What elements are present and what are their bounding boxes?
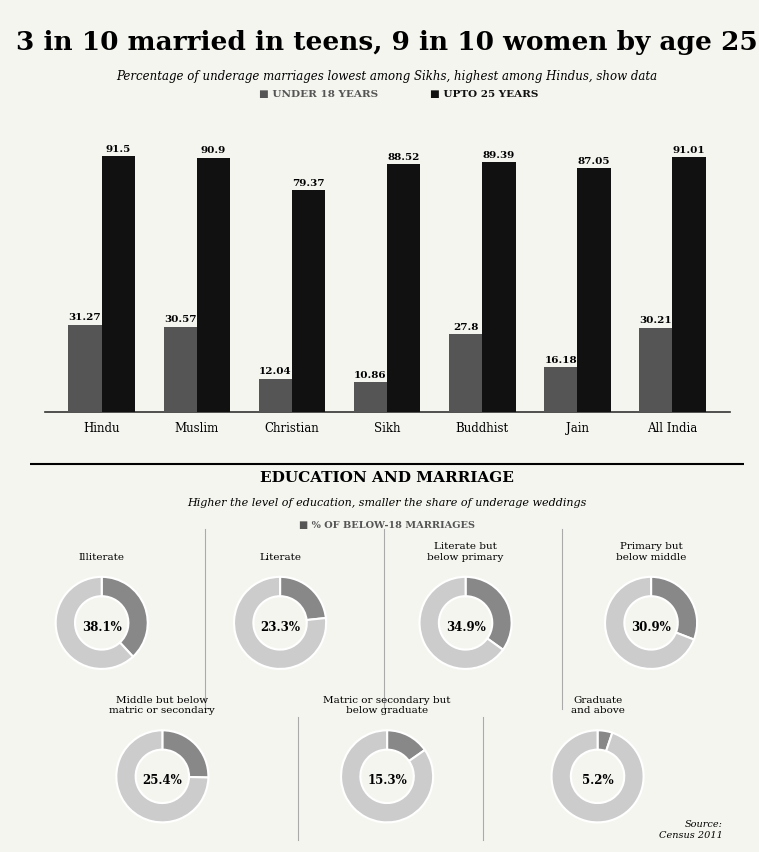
Text: Percentage of underage marriages lowest among Sikhs, highest among Hindus, show : Percentage of underage marriages lowest … bbox=[117, 70, 657, 83]
Text: Graduate
and above: Graduate and above bbox=[571, 695, 625, 715]
Text: Literate but
below primary: Literate but below primary bbox=[427, 542, 504, 561]
Text: Matric or secondary but
below graduate: Matric or secondary but below graduate bbox=[323, 695, 451, 715]
Text: Primary but
below middle: Primary but below middle bbox=[616, 542, 686, 561]
Text: Higher the level of education, smaller the share of underage weddings: Higher the level of education, smaller t… bbox=[187, 498, 587, 508]
Text: ■ UPTO 25 YEARS: ■ UPTO 25 YEARS bbox=[430, 89, 538, 99]
Text: 3 in 10 married in teens, 9 in 10 women by age 25: 3 in 10 married in teens, 9 in 10 women … bbox=[16, 30, 758, 55]
Text: ■ % OF BELOW-18 MARRIAGES: ■ % OF BELOW-18 MARRIAGES bbox=[299, 521, 475, 530]
Text: EDUCATION AND MARRIAGE: EDUCATION AND MARRIAGE bbox=[260, 471, 514, 486]
Text: Source:
Census 2011: Source: Census 2011 bbox=[659, 820, 723, 839]
Text: Middle but below
matric or secondary: Middle but below matric or secondary bbox=[109, 695, 216, 715]
Text: ■ UNDER 18 YEARS: ■ UNDER 18 YEARS bbox=[259, 89, 378, 99]
Text: Illiterate: Illiterate bbox=[79, 552, 124, 561]
Text: Literate: Literate bbox=[259, 552, 301, 561]
